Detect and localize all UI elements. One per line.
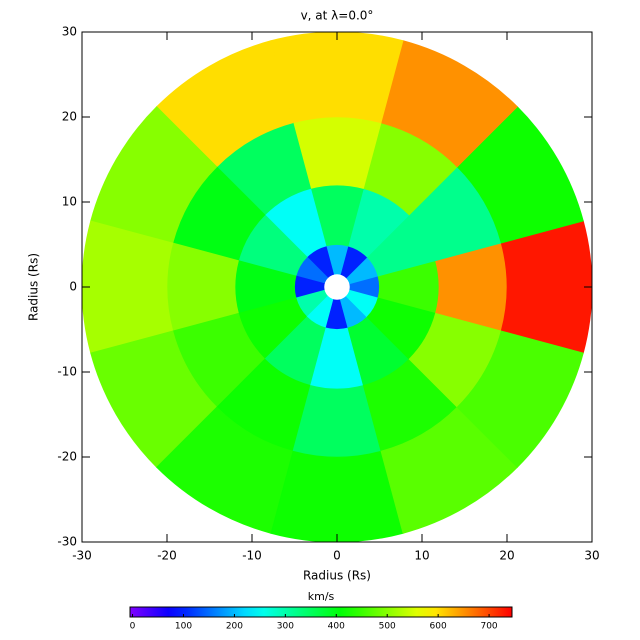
y-tick-label: -10 (57, 365, 77, 379)
colorbar-tick-label: 300 (277, 622, 294, 632)
chart-title: v, at λ=0.0° (301, 9, 374, 23)
x-tick-label: 30 (584, 549, 599, 563)
colorbar (129, 606, 513, 618)
heat-cell (81, 220, 174, 354)
x-tick-label: 0 (333, 549, 341, 563)
heat-cell (500, 220, 593, 354)
y-tick-label: 30 (62, 25, 77, 39)
x-tick-label: -20 (157, 549, 177, 563)
x-tick-label: -30 (72, 549, 92, 563)
colorbar-tick-label: 0 (130, 622, 136, 632)
y-axis-label: Radius (Rs) (27, 253, 41, 321)
x-tick-label: 20 (499, 549, 514, 563)
colorbar-tick-label: 500 (379, 622, 396, 632)
y-tick-label: -30 (57, 535, 77, 549)
colorbar-tick-label: 400 (328, 622, 345, 632)
inner-boundary (324, 274, 350, 300)
x-axis-label: Radius (Rs) (303, 569, 371, 583)
heat-cell (270, 450, 404, 543)
colorbar-tick-label: 100 (175, 622, 192, 632)
heat-cell (270, 31, 404, 124)
x-tick-label: -10 (242, 549, 262, 563)
colorbar-tick-label: 600 (430, 622, 447, 632)
y-tick-label: -20 (57, 450, 77, 464)
y-tick-label: 0 (69, 280, 77, 294)
x-tick-label: 10 (414, 549, 429, 563)
colorbar-label: km/s (308, 590, 335, 603)
heat-cell (456, 330, 584, 468)
y-tick-label: 10 (62, 195, 77, 209)
colorbar-tick-label: 700 (480, 622, 497, 632)
colorbar-tick-label: 200 (226, 622, 243, 632)
y-tick-label: 20 (62, 110, 77, 124)
